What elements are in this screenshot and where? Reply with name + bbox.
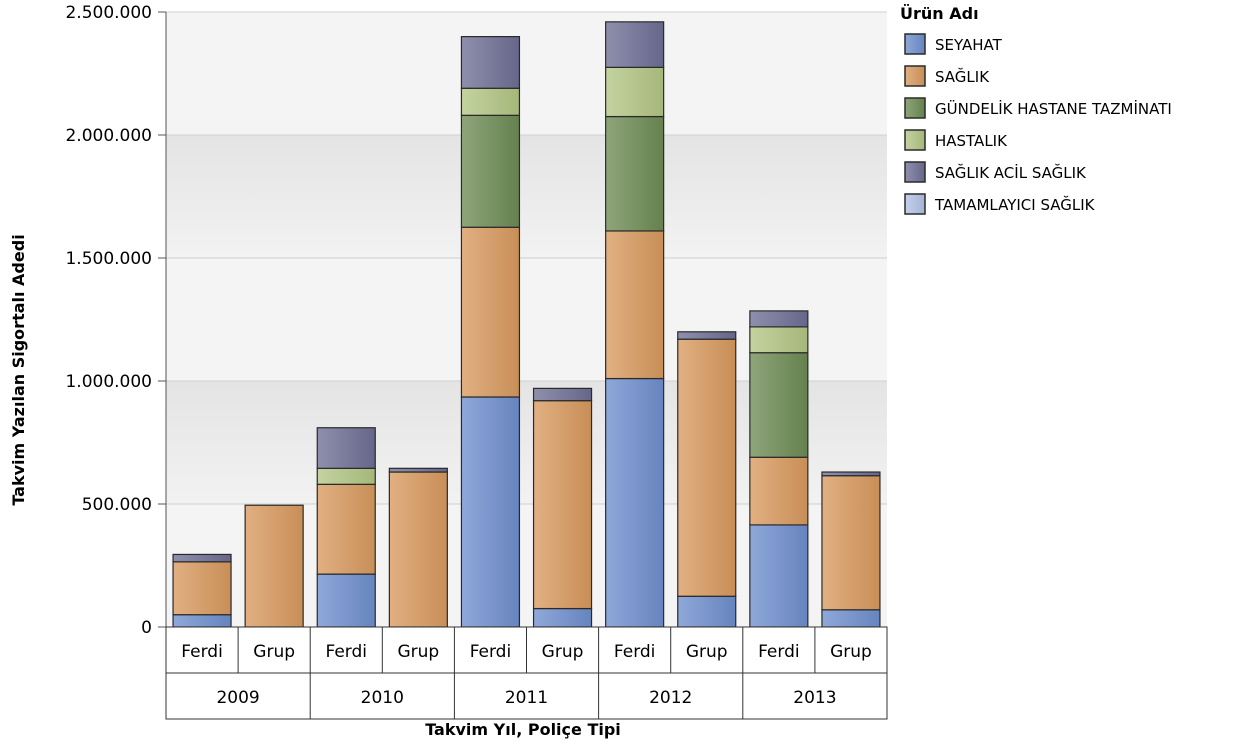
x-tick-label: Ferdi — [181, 642, 223, 662]
bar-segment-sa-lik — [677, 338, 737, 597]
x-group-label: 2010 — [361, 688, 404, 708]
y-tick-label: 1.500.000 — [65, 249, 152, 269]
bar-segment-g-ndeli-k-hastane-tazmi-nati — [605, 115, 665, 232]
bar-segment-sa-lik-aci-l-sa-lik — [532, 387, 593, 402]
bar-segment-seyahat — [677, 595, 737, 628]
bar-segment-seyahat — [605, 377, 665, 628]
legend-label: TAMAMLAYICI SAĞLIK — [934, 195, 1096, 214]
x-group-label: 2013 — [793, 688, 836, 708]
x-tick-label: Ferdi — [325, 642, 367, 662]
bar-segment-sa-lik-aci-l-sa-lik — [605, 21, 665, 68]
legend-title: Ürün Adı — [900, 4, 979, 23]
bar-segment-sa-lik-aci-l-sa-lik — [316, 427, 376, 469]
bar-segment-sa-lik — [244, 504, 304, 628]
x-tick-label: Grup — [830, 642, 872, 662]
bar-segment-sa-lik-aci-l-sa-lik — [749, 310, 809, 328]
bar-segment-seyahat — [172, 614, 232, 628]
bar-segment-sa-lik-aci-l-sa-lik — [172, 553, 232, 563]
bar-segment-hastalik — [605, 66, 665, 118]
bar-segment-sa-lik — [821, 475, 881, 611]
x-group-label: 2011 — [505, 688, 548, 708]
legend-swatch — [904, 33, 926, 55]
x-tick-label: Grup — [397, 642, 439, 662]
bar-segment-sa-lik-aci-l-sa-lik — [388, 467, 448, 473]
legend-swatch — [904, 161, 926, 183]
bar-segment-g-ndeli-k-hastane-tazmi-nati — [460, 114, 521, 228]
x-axis-title: Takvim Yıl, Poliçe Tipi — [425, 720, 621, 739]
y-tick-label: 0 — [141, 618, 152, 638]
x-tick-label: Ferdi — [758, 642, 800, 662]
legend-label: GÜNDELİK HASTANE TAZMİNATI — [935, 99, 1172, 118]
legend-swatch — [904, 97, 926, 119]
bar-segment-hastalik — [749, 326, 809, 354]
bar-segment-sa-lik — [316, 483, 376, 575]
x-tick-label: Grup — [253, 642, 295, 662]
x-tick-label: Ferdi — [470, 642, 512, 662]
bar-segment-sa-lik — [605, 230, 665, 380]
bars — [172, 21, 881, 628]
y-tick-label: 1.000.000 — [65, 372, 152, 392]
bar-segment-sa-lik — [532, 400, 593, 610]
x-group-label: 2012 — [649, 688, 692, 708]
bar-segment-sa-lik-aci-l-sa-lik — [460, 35, 521, 89]
x-tick-label: Grup — [542, 642, 584, 662]
legend: Ürün Adı SEYAHAT SAĞLIK GÜNDELİK HASTANE T… — [900, 4, 1172, 215]
bar-segment-g-ndeli-k-hastane-tazmi-nati — [749, 352, 809, 458]
y-tick-label: 2.000.000 — [65, 126, 152, 146]
bar-segment-sa-lik — [172, 561, 232, 616]
bar-segment-hastalik — [460, 87, 521, 116]
legend-swatch — [904, 129, 926, 151]
y-axis-title: Takvim Yazılan Sigortalı Adedi — [9, 234, 28, 505]
bar-segment-seyahat — [749, 524, 809, 628]
y-tick-label: 2.500.000 — [65, 3, 152, 23]
bar-segment-seyahat — [532, 607, 593, 628]
grid-band — [166, 135, 887, 258]
legend-label: SEYAHAT — [935, 36, 1003, 54]
bar-segment-sa-lik — [749, 456, 809, 526]
bar-segment-seyahat — [316, 573, 376, 628]
x-group-label: 2009 — [216, 688, 259, 708]
y-tick-label: 500.000 — [82, 495, 152, 515]
y-axis: 0 500.000 1.000.000 1.500.000 2.000.000 2.500… — [65, 3, 167, 638]
x-axis: Ferdi Grup Ferdi Grup Ferdi Grup Ferdi Grup Ferd… — [165, 626, 888, 720]
bar-segment-seyahat — [821, 609, 881, 628]
bar-segment-sa-lik — [460, 226, 521, 398]
legend-swatch — [904, 65, 926, 87]
legend-swatch — [904, 193, 926, 215]
x-tick-label: Ferdi — [614, 642, 656, 662]
legend-label: SAĞLIK — [935, 67, 990, 86]
legend-label: HASTALIK — [935, 132, 1008, 150]
bar-segment-sa-lik — [388, 471, 448, 628]
legend-label: SAĞLIK ACİL SAĞLIK — [935, 163, 1087, 182]
bar-segment-seyahat — [460, 396, 521, 628]
grid-band — [166, 12, 887, 135]
bar-segment-hastalik — [316, 467, 376, 485]
x-tick-label: Grup — [686, 642, 728, 662]
bar-segment-sa-lik-aci-l-sa-lik — [677, 331, 737, 340]
bar-segment-sa-lik-aci-l-sa-lik — [821, 471, 881, 477]
